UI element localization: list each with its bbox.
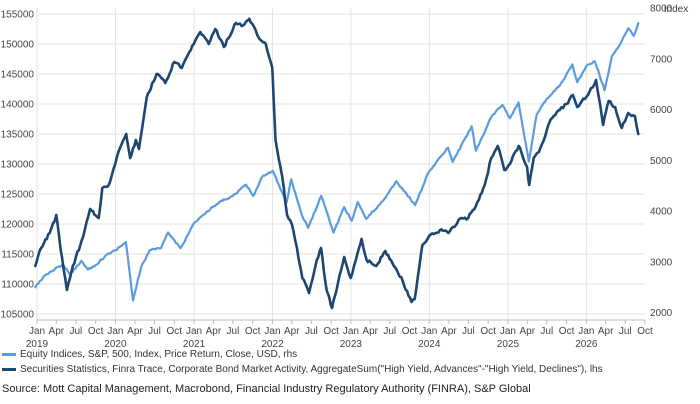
series-lines xyxy=(34,17,640,310)
x-tick-label: Oct xyxy=(88,326,104,337)
left-tick-label: 110000 xyxy=(1,280,34,291)
x-year-label: 2022 xyxy=(261,339,284,350)
legend-item-sp500: Equity Indices, S&P, 500, Index, Price R… xyxy=(2,349,297,360)
x-tick-label: Jan xyxy=(264,326,280,337)
x-tick-label: Jul xyxy=(540,326,553,337)
left-tick-label: 135000 xyxy=(1,130,35,141)
x-tick-label: Jan xyxy=(343,326,359,337)
x-year-label: 2019 xyxy=(26,339,49,350)
x-tick-label: Jan xyxy=(500,326,516,337)
legend-label-high-yield: Securities Statistics, Finra Trace, Corp… xyxy=(20,364,603,375)
x-tick-label: Jul xyxy=(227,326,240,337)
legend-label-sp500: Equity Indices, S&P, 500, Index, Price R… xyxy=(20,349,298,360)
x-tick-label: Oct xyxy=(637,326,653,337)
right-tick-label: 4000 xyxy=(650,207,673,218)
x-tick-label: Apr xyxy=(362,326,378,337)
x-tick-label: Apr xyxy=(598,326,614,337)
x-tick-label: Oct xyxy=(559,326,575,337)
x-tick-label: Jul xyxy=(462,326,475,337)
x-tick-label: Apr xyxy=(206,326,222,337)
x-tick-label: Jul xyxy=(148,326,161,337)
x-tick-label: Oct xyxy=(245,326,261,337)
x-tick-label: Jan xyxy=(186,326,202,337)
right-tick-label: 6000 xyxy=(650,105,673,116)
x-tick-label: Oct xyxy=(402,326,418,337)
left-tick-label: 150000 xyxy=(1,40,35,51)
left-axis-ticks: 105000 110000 115000 120000 125000 130000 1350… xyxy=(1,10,35,321)
x-tick-label: Jan xyxy=(578,326,594,337)
x-tick-label: Apr xyxy=(441,326,457,337)
left-tick-label: 145000 xyxy=(1,70,35,81)
right-axis-ticks: 2000 3000 4000 5000 6000 7000 8000 xyxy=(650,4,673,320)
left-tick-label: 105000 xyxy=(1,310,35,321)
series-line-sp500 xyxy=(34,22,640,302)
x-year-label: 2024 xyxy=(418,339,441,350)
x-tick-label: Oct xyxy=(480,326,496,337)
left-tick-label: 155000 xyxy=(1,10,35,21)
x-tick-label: Apr xyxy=(284,326,300,337)
left-tick-label: 140000 xyxy=(1,100,35,111)
x-year-label: 2026 xyxy=(575,339,598,350)
x-year-label: 2025 xyxy=(497,339,520,350)
left-tick-label: 115000 xyxy=(1,250,34,261)
x-tick-label: Jan xyxy=(107,326,123,337)
x-tick-label: Jan xyxy=(421,326,437,337)
right-tick-label: 8000 xyxy=(650,4,673,15)
x-tick-label: Jan xyxy=(29,326,45,337)
right-tick-label: 7000 xyxy=(650,54,673,65)
x-tick-label: Jul xyxy=(305,326,318,337)
x-tick-label: Jul xyxy=(619,326,632,337)
legend-swatch-high-yield xyxy=(2,368,16,371)
x-axis-ticks: Jan Apr Jul Oct Jan Apr Jul Oct Jan Apr Jul Oct Jan A… xyxy=(26,320,653,350)
left-tick-label: 130000 xyxy=(1,160,35,171)
x-tick-label: Jul xyxy=(383,326,396,337)
x-tick-label: Oct xyxy=(167,326,183,337)
x-tick-label: Apr xyxy=(49,326,65,337)
right-axis-title: Index xyxy=(664,4,688,15)
right-tick-label: 2000 xyxy=(650,308,673,319)
x-tick-label: Apr xyxy=(127,326,143,337)
legend-item-high-yield: Securities Statistics, Finra Trace, Corp… xyxy=(2,364,603,375)
x-year-label: 2023 xyxy=(340,339,363,350)
left-tick-label: 120000 xyxy=(1,220,35,231)
left-tick-label: 125000 xyxy=(1,190,35,201)
x-tick-label: Apr xyxy=(519,326,535,337)
x-year-label: 2021 xyxy=(183,339,206,350)
x-year-label: 2020 xyxy=(104,339,127,350)
legend-swatch-sp500 xyxy=(2,353,16,356)
right-tick-label: 3000 xyxy=(650,257,673,268)
x-tick-label: Jul xyxy=(69,326,82,337)
right-tick-label: 5000 xyxy=(650,156,673,167)
x-tick-label: Oct xyxy=(323,326,339,337)
series-line-high-yield xyxy=(34,17,640,310)
source-note: Source: Mott Capital Management, Macrobo… xyxy=(2,383,531,395)
